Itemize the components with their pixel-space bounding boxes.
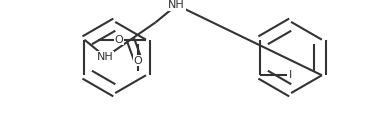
Text: NH: NH [168, 0, 185, 10]
Text: O: O [134, 56, 143, 66]
Text: NH: NH [97, 52, 114, 62]
Text: I: I [289, 70, 293, 80]
Text: O: O [115, 35, 123, 45]
